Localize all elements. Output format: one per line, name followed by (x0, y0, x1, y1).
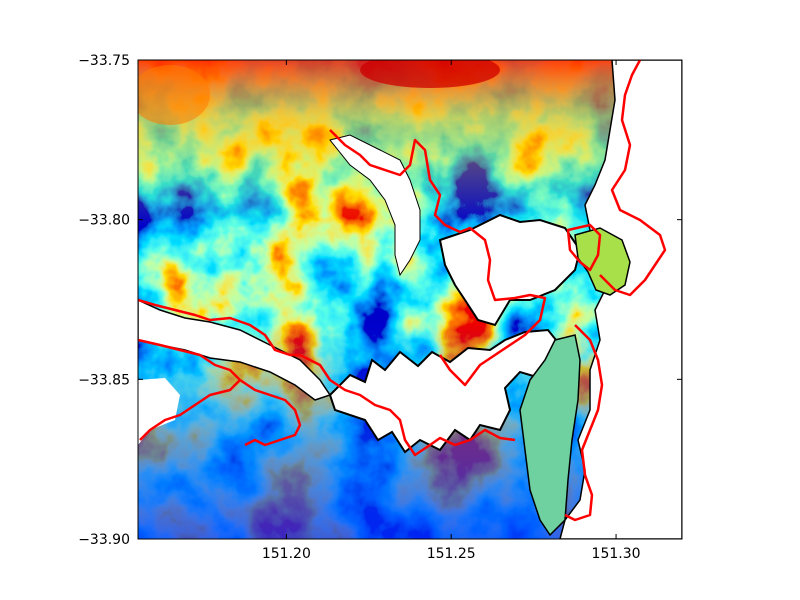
boundary-line-harbour (299, 353, 516, 457)
boundary-line-southeast (564, 324, 604, 522)
x-tick-label: 151.25 (427, 546, 476, 562)
boundary-line-south (239, 378, 302, 447)
y-tick-label: −33.75 (78, 53, 130, 69)
harbour-upper-water (438, 213, 582, 327)
y-tick-label: −33.90 (78, 532, 130, 548)
ocean-water (559, 60, 682, 539)
boundary-line-east (599, 60, 667, 297)
boundary-line-north-head (566, 223, 602, 272)
y-tick-label: −33.85 (78, 372, 130, 388)
x-tick-label: 151.20 (262, 546, 311, 562)
lane-cove-river-water (329, 134, 421, 277)
south-head-land (519, 334, 581, 537)
peak-region (360, 60, 500, 88)
boundary-line-west (138, 298, 300, 357)
western-water (138, 378, 180, 445)
y-tick-label: −33.80 (78, 213, 130, 229)
boundary-line-southwest (138, 338, 242, 441)
boundary-overlay (138, 60, 667, 522)
axis-ticks: 151.20 151.25 151.30 −33.90 −33.85 −33.80 −33.… (78, 53, 682, 562)
plot-area (138, 60, 682, 539)
plot-frame (137, 59, 683, 540)
western-highland (138, 65, 210, 125)
x-tick-label: 151.30 (592, 546, 641, 562)
boundary-line-north (329, 129, 547, 387)
